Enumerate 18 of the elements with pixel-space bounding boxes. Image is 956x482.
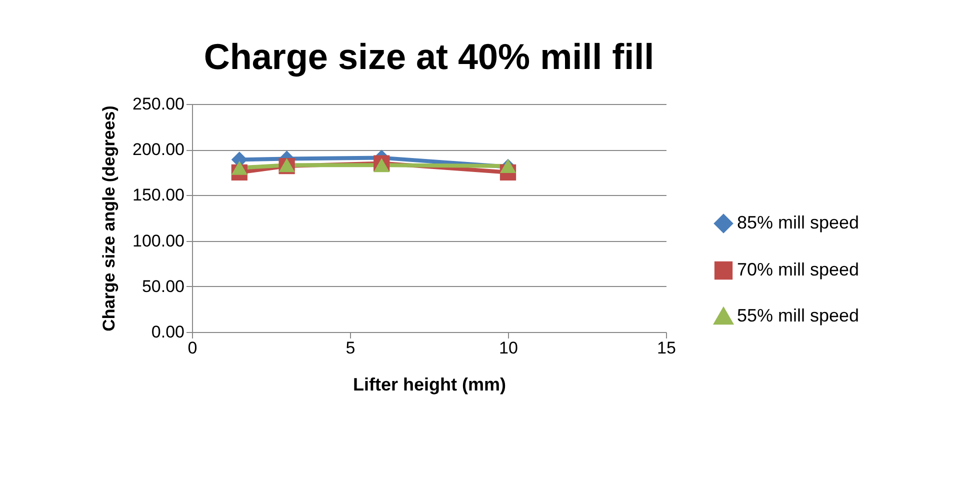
point <box>374 158 390 172</box>
y-tick-label: 100.00 <box>132 231 184 250</box>
x-tick-label: 15 <box>657 338 676 358</box>
y-tick-label: 50.00 <box>142 276 184 296</box>
x-tick-label: 0 <box>188 338 198 358</box>
chart-title: Charge size at 40% mill fill <box>204 36 654 77</box>
y-tick-label: 200.00 <box>132 140 184 160</box>
y-tick-label: 250.00 <box>132 94 184 114</box>
x-axis-title: Lifter height (mm) <box>353 374 506 394</box>
legend-label: 70% mill speed <box>737 260 860 280</box>
y-tick-label: 150.00 <box>132 186 184 205</box>
legend-label: 55% mill speed <box>737 306 860 326</box>
y-axis-title: Charge size angle (degrees) <box>100 106 119 332</box>
point <box>231 160 248 175</box>
x-tick-label: 10 <box>499 338 518 358</box>
x-tick-label: 5 <box>346 338 356 358</box>
y-tick-label: 0.00 <box>151 322 184 342</box>
legend-label: 85% mill speed <box>737 212 860 232</box>
